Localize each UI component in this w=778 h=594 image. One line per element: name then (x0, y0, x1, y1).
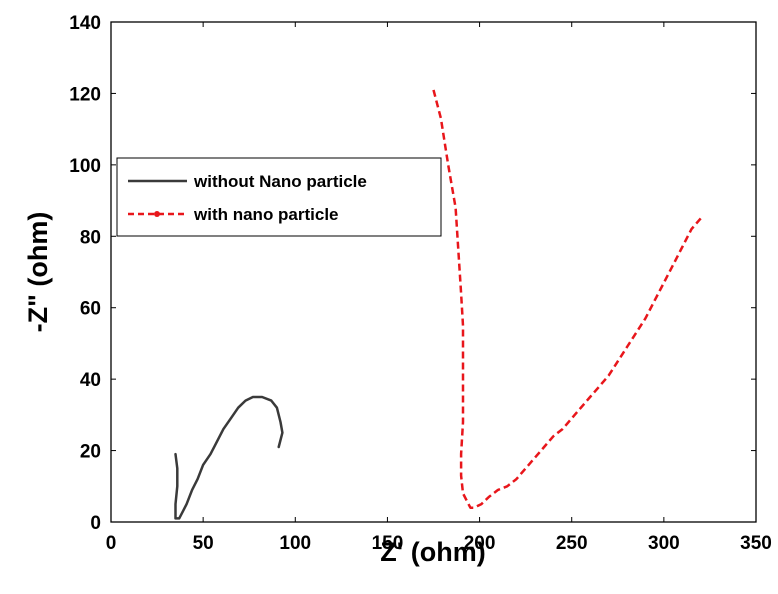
y-tick-label: 140 (69, 13, 101, 34)
y-tick-label: 0 (90, 513, 101, 534)
axis-ticks (110, 21, 757, 523)
series-layer (174, 89, 702, 520)
x-axis-title: Z' (ohm) (380, 537, 485, 567)
legend-label-without-nano: without Nano particle (193, 172, 367, 191)
x-tick-labels: 0 50 100 150 200 250 300 350 (106, 533, 772, 554)
x-tick-label: 100 (279, 533, 311, 554)
y-tick-label: 80 (80, 227, 101, 248)
legend-box (116, 157, 442, 237)
x-tick-label: 200 (464, 533, 496, 554)
y-tick-label: 20 (80, 442, 101, 463)
y-tick-label: 100 (69, 156, 101, 177)
y-tick-label: 120 (69, 84, 101, 105)
y-tick-label: 60 (80, 299, 101, 320)
x-tick-label: 150 (372, 533, 404, 554)
legend-label-with-nano: with nano particle (193, 205, 339, 224)
x-tick-label: 250 (556, 533, 588, 554)
y-axis-title: -Z" (ohm) (23, 212, 53, 333)
legend: without Nano particle with nano particle (116, 157, 442, 237)
x-tick-label: 50 (193, 533, 214, 554)
legend-marker-with-nano (154, 211, 160, 217)
x-tick-label: 350 (740, 533, 772, 554)
y-tick-label: 40 (80, 370, 101, 391)
x-tick-label: 0 (106, 533, 117, 554)
y-tick-labels: 0 20 40 60 80 100 120 140 (69, 13, 101, 534)
plot-area (110, 21, 757, 523)
x-tick-label: 300 (648, 533, 680, 554)
series-line-without-nano (174, 395, 284, 520)
